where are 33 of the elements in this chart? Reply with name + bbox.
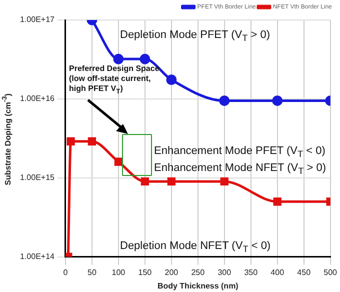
x-tick-label: 250 bbox=[191, 268, 206, 277]
y-tick-label: 1.00E+16 bbox=[20, 94, 56, 104]
annotation: Depletion Mode PFET (V$_{T}$ > 0) bbox=[120, 29, 270, 44]
point bbox=[140, 54, 150, 64]
x-tick-label: 0 bbox=[63, 268, 68, 277]
y-tick-label: 1.00E+15 bbox=[20, 173, 56, 182]
x-tick-label: 150 bbox=[138, 268, 152, 277]
point bbox=[220, 177, 228, 186]
point bbox=[273, 198, 282, 206]
x-tick-label: 500 bbox=[324, 268, 338, 277]
y-tick-label: 1.00E+17 bbox=[20, 15, 56, 24]
x-tick-label: 350 bbox=[244, 268, 258, 277]
point bbox=[66, 137, 75, 146]
point bbox=[166, 74, 177, 85]
x-tick-label: 50 bbox=[88, 268, 97, 277]
x-axis-title: Body Thickness (nm) bbox=[157, 281, 239, 290]
x-tick-label: 200 bbox=[164, 268, 179, 277]
point bbox=[114, 158, 123, 166]
point bbox=[219, 95, 230, 106]
point bbox=[88, 137, 96, 146]
y-tick-label: 1.00E+14 bbox=[20, 252, 56, 262]
point bbox=[140, 177, 150, 186]
point bbox=[167, 177, 176, 186]
annotation: Enhancement Mode NFET (V$_{T}$ > 0) bbox=[154, 162, 326, 176]
x-tick-label: 450 bbox=[297, 268, 312, 277]
annotation: Preferred Design Space (low off-state current, high PFET V$_{T}$) bbox=[69, 64, 160, 97]
x-tick-label: 100 bbox=[112, 268, 126, 277]
annotation: Enhancement Mode PFET (V$_{T}$ < 0) bbox=[154, 145, 326, 160]
x-tick-label: 300 bbox=[218, 268, 232, 277]
annotation: Depletion Mode NFET (V$_{T}$ < 0) bbox=[120, 240, 271, 254]
point bbox=[113, 54, 124, 64]
x-tick-label: 400 bbox=[270, 268, 285, 277]
point bbox=[272, 95, 283, 106]
